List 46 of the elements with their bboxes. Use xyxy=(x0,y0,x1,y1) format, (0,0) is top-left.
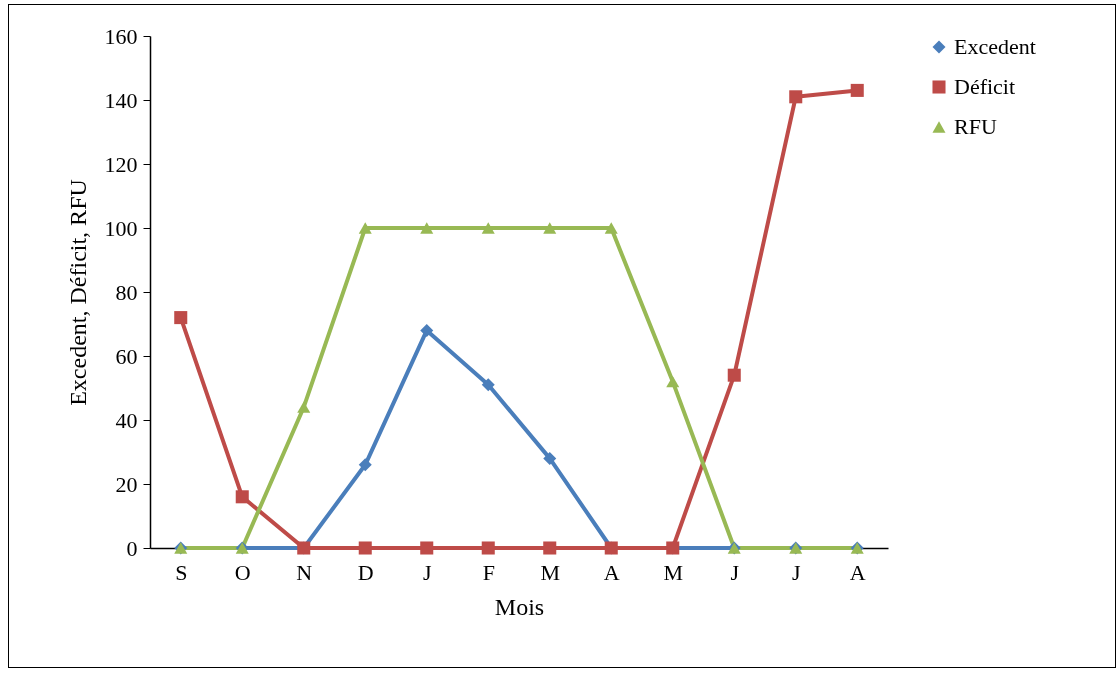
y-tick-label: 120 xyxy=(104,151,138,177)
point xyxy=(420,541,434,555)
point xyxy=(850,83,864,97)
x-tick-label: O xyxy=(234,559,251,585)
x-tick-label: N xyxy=(296,559,313,585)
legend-label: Excedent xyxy=(954,34,1036,59)
point xyxy=(420,222,434,234)
point xyxy=(358,222,372,234)
x-tick-label: F xyxy=(482,559,495,585)
y-tick-label: 160 xyxy=(104,23,138,49)
point xyxy=(174,311,188,325)
point xyxy=(604,222,618,234)
point xyxy=(727,368,741,382)
y-tick-label: 20 xyxy=(115,471,138,497)
y-tick-label: 60 xyxy=(115,343,138,369)
x-tick-label: M xyxy=(540,559,561,585)
point xyxy=(481,541,495,555)
point xyxy=(481,222,495,234)
x-tick-label: J xyxy=(422,559,432,585)
y-tick-label: 100 xyxy=(104,215,138,241)
x-tick-label: M xyxy=(663,559,684,585)
y-tick-label: 140 xyxy=(104,87,138,113)
point xyxy=(666,375,680,388)
point xyxy=(235,490,249,504)
x-tick-label: D xyxy=(357,559,374,585)
point xyxy=(481,378,495,392)
x-axis-title: Mois xyxy=(494,593,545,620)
x-tick-label: A xyxy=(603,559,620,585)
y-tick-label: 80 xyxy=(115,279,138,305)
y-tick-label: 40 xyxy=(115,407,138,433)
x-tick-label: J xyxy=(791,559,801,585)
point xyxy=(543,541,557,555)
point xyxy=(543,451,557,465)
point xyxy=(543,222,557,234)
x-tick-label: S xyxy=(175,559,188,585)
point xyxy=(358,541,372,555)
point xyxy=(420,323,434,337)
point xyxy=(358,458,372,472)
x-tick-label: J xyxy=(730,559,740,585)
y-axis-title: Excedent, Déficit, RFU xyxy=(64,179,91,406)
legend-label: Déficit xyxy=(954,74,1016,99)
point xyxy=(789,90,803,104)
y-tick-label: 0 xyxy=(126,535,138,561)
point xyxy=(297,401,311,413)
x-tick-label: A xyxy=(849,559,866,585)
legend-label: RFU xyxy=(954,114,997,139)
